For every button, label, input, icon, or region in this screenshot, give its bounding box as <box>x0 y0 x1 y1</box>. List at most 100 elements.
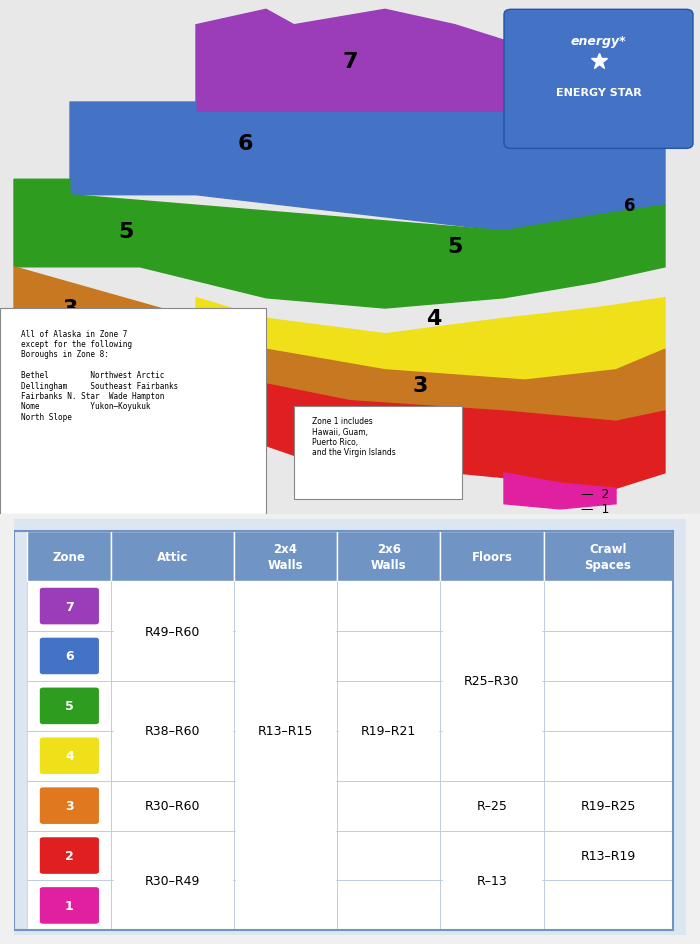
Text: R13–R19: R13–R19 <box>580 850 636 862</box>
Text: 7: 7 <box>342 52 358 72</box>
Text: Crawl
Spaces: Crawl Spaces <box>584 542 631 571</box>
Polygon shape <box>14 267 665 422</box>
Text: Attic: Attic <box>157 550 188 563</box>
Polygon shape <box>196 298 665 380</box>
Bar <box>337 582 440 632</box>
FancyBboxPatch shape <box>0 0 700 514</box>
Bar <box>440 831 543 881</box>
Text: Floors: Floors <box>472 550 512 563</box>
Polygon shape <box>70 103 665 231</box>
Text: energy*: energy* <box>570 35 626 47</box>
FancyBboxPatch shape <box>1 511 699 943</box>
Bar <box>543 831 673 881</box>
Text: 4: 4 <box>426 309 442 329</box>
Bar <box>234 831 337 881</box>
Bar <box>440 781 543 831</box>
Text: R49–R60: R49–R60 <box>145 625 200 638</box>
Text: 6: 6 <box>65 649 74 663</box>
Bar <box>543 531 673 582</box>
Text: 2: 2 <box>384 432 400 452</box>
Text: 3: 3 <box>62 298 78 319</box>
Bar <box>234 781 337 831</box>
Bar <box>27 531 111 582</box>
FancyBboxPatch shape <box>40 787 99 824</box>
Text: Zone: Zone <box>53 550 86 563</box>
Text: R25–R30: R25–R30 <box>464 675 519 687</box>
Bar <box>543 731 673 781</box>
Bar <box>337 531 440 582</box>
Bar <box>111 781 234 831</box>
FancyBboxPatch shape <box>294 407 462 499</box>
Bar <box>337 781 440 831</box>
Bar <box>27 781 111 831</box>
Polygon shape <box>56 350 665 489</box>
Text: 1: 1 <box>65 899 74 912</box>
Bar <box>234 881 337 931</box>
Bar <box>543 682 673 731</box>
Text: All of Alaska in Zone 7
except for the following
Boroughs in Zone 8:

Bethel    : All of Alaska in Zone 7 except for the f… <box>21 329 178 421</box>
Bar <box>234 531 337 582</box>
FancyBboxPatch shape <box>0 309 266 514</box>
Bar <box>27 831 111 881</box>
FancyBboxPatch shape <box>40 837 99 874</box>
Bar <box>337 831 440 881</box>
Bar <box>440 881 543 931</box>
Text: R38–R60: R38–R60 <box>145 725 200 737</box>
Polygon shape <box>504 473 616 510</box>
Bar <box>337 731 440 781</box>
Text: 5: 5 <box>447 237 463 257</box>
Bar <box>27 682 111 731</box>
Bar <box>543 881 673 931</box>
FancyBboxPatch shape <box>40 588 99 625</box>
Text: R–13: R–13 <box>477 874 508 887</box>
FancyBboxPatch shape <box>40 887 99 924</box>
FancyBboxPatch shape <box>40 688 99 724</box>
Text: 2x6
Walls: 2x6 Walls <box>371 542 407 571</box>
Text: 4: 4 <box>65 750 74 763</box>
FancyBboxPatch shape <box>504 10 693 149</box>
Text: 6: 6 <box>624 196 636 215</box>
Text: R19–R25: R19–R25 <box>580 800 636 812</box>
Bar <box>234 682 337 731</box>
Text: R19–R21: R19–R21 <box>361 725 416 737</box>
Bar <box>27 582 111 632</box>
Text: R30–R60: R30–R60 <box>145 800 200 812</box>
Bar <box>27 632 111 682</box>
Bar <box>111 531 234 582</box>
Text: 2: 2 <box>90 376 106 396</box>
Text: 5: 5 <box>118 222 134 242</box>
Polygon shape <box>196 10 504 128</box>
Bar <box>234 582 337 632</box>
Bar <box>440 582 543 632</box>
Text: 7: 7 <box>65 600 74 613</box>
Bar <box>111 831 234 881</box>
Text: —  1: — 1 <box>581 503 610 515</box>
Text: 3: 3 <box>412 376 428 396</box>
Bar <box>111 582 234 632</box>
Bar <box>543 582 673 632</box>
Text: 5: 5 <box>65 700 74 713</box>
Text: R–25: R–25 <box>477 800 508 812</box>
Bar <box>234 632 337 682</box>
Bar <box>111 881 234 931</box>
Text: 6: 6 <box>237 134 253 154</box>
Text: Zone 1 includes
Hawaii, Guam,
Puerto Rico,
and the Virgin Islands: Zone 1 includes Hawaii, Guam, Puerto Ric… <box>312 416 395 457</box>
Bar <box>337 881 440 931</box>
Text: 2x4
Walls: 2x4 Walls <box>267 542 303 571</box>
Bar <box>440 731 543 781</box>
Text: 2: 2 <box>65 850 74 862</box>
Polygon shape <box>14 180 665 309</box>
Text: 3: 3 <box>65 800 74 812</box>
Bar <box>337 682 440 731</box>
Bar <box>543 781 673 831</box>
Bar <box>543 632 673 682</box>
Bar <box>27 881 111 931</box>
Text: R13–R15: R13–R15 <box>258 725 313 737</box>
Bar <box>440 682 543 731</box>
Bar <box>27 731 111 781</box>
Bar <box>440 531 543 582</box>
Bar <box>234 731 337 781</box>
Bar <box>111 632 234 682</box>
Text: R30–R49: R30–R49 <box>145 874 200 887</box>
Bar <box>440 632 543 682</box>
